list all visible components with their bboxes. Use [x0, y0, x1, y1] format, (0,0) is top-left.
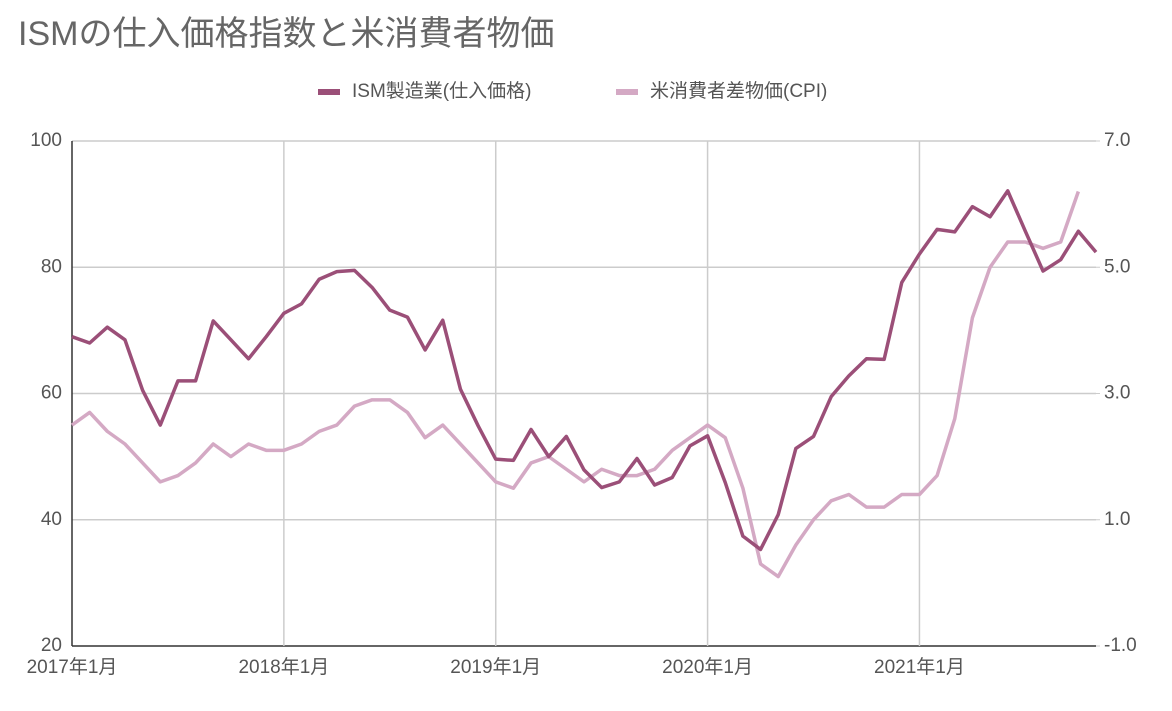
y2-tick-label: 3.0 [1104, 383, 1130, 404]
legend-label: 米消費者差物価(CPI) [650, 80, 827, 102]
x-tick-label: 2017年1月 [27, 656, 118, 678]
y2-tick-label: -1.0 [1104, 635, 1137, 656]
y-tick-label: 60 [41, 383, 62, 404]
x-tick-label: 2019年1月 [450, 656, 541, 678]
series-line [70, 190, 1080, 579]
x-tick-label: 2021年1月 [874, 656, 965, 678]
y2-tick-label: 7.0 [1104, 130, 1130, 151]
y-tick-label: 40 [41, 509, 62, 530]
x-tick-label: 2018年1月 [238, 656, 329, 678]
legend-label: ISM製造業(仕入価格) [352, 80, 531, 102]
x-tick-label: 2020年1月 [662, 656, 753, 678]
y-tick-label: 20 [41, 635, 62, 656]
y2-tick-label: 1.0 [1104, 509, 1130, 530]
series-line [71, 189, 1098, 552]
chart-title: ISMの仕入価格指数と米消費者物価 [18, 15, 554, 53]
y2-tick-label: 5.0 [1104, 256, 1130, 277]
y-tick-label: 80 [41, 256, 62, 277]
y-tick-label: 100 [30, 130, 62, 151]
